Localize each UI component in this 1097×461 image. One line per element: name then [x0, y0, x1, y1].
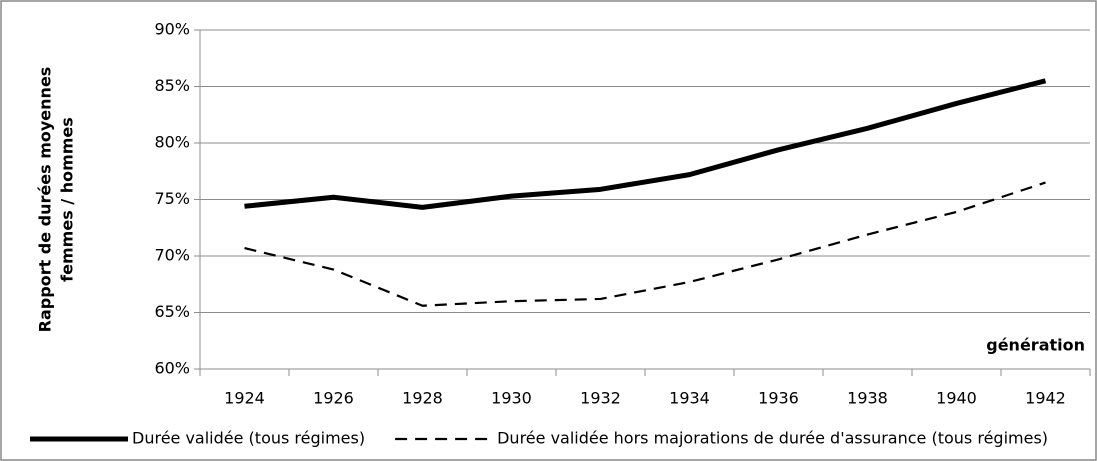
- y-axis-label: Rapport de durées moyennes: [36, 67, 55, 333]
- y-tick-label: 65%: [154, 302, 190, 321]
- y-tick-label: 75%: [154, 189, 190, 208]
- y-axis-label: femmes / hommes: [58, 117, 77, 282]
- legend-label: Durée validée hors majorations de durée …: [497, 429, 1048, 448]
- x-tick-label: 1926: [313, 389, 354, 408]
- x-tick-label: 1934: [669, 389, 710, 408]
- x-tick-label: 1924: [224, 389, 265, 408]
- x-axis-label: génération: [986, 336, 1085, 355]
- x-tick-label: 1938: [847, 389, 888, 408]
- y-tick-label: 90%: [154, 20, 190, 39]
- x-tick-label: 1930: [491, 389, 532, 408]
- x-tick-label: 1936: [758, 389, 799, 408]
- x-tick-label: 1928: [402, 389, 443, 408]
- y-tick-label: 70%: [154, 246, 190, 265]
- y-tick-label: 80%: [154, 133, 190, 152]
- y-tick-label: 60%: [154, 359, 190, 378]
- data-line: [244, 78, 1047, 210]
- x-tick-label: 1932: [580, 389, 621, 408]
- x-tick-label: 1942: [1025, 389, 1066, 408]
- data-line: [244, 181, 1046, 307]
- x-tick-label: 1940: [936, 389, 977, 408]
- y-tick-label: 85%: [154, 76, 190, 95]
- legend-label: Durée validée (tous régimes): [132, 429, 365, 448]
